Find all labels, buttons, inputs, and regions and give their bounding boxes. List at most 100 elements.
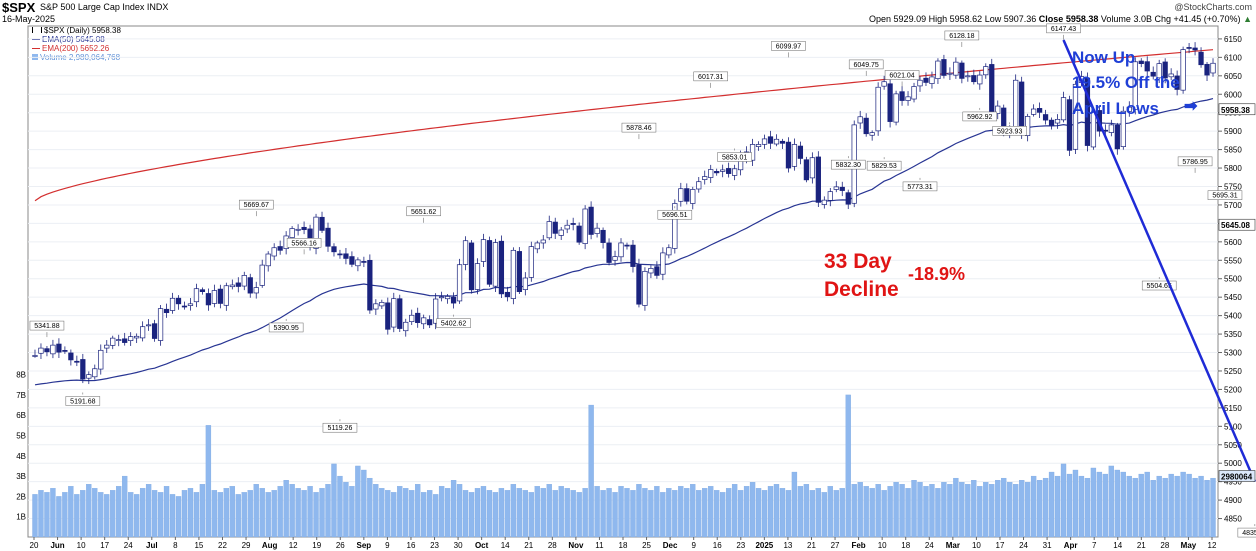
candle-body [516,251,522,292]
candle-body [648,268,654,274]
price-label: 5786.95 [1182,159,1207,166]
volume-bar [349,486,355,538]
candle-body [134,335,140,339]
candle-body [319,216,325,231]
price-tick-label: 5600 [1224,238,1242,247]
candle-body [361,261,367,263]
candle-body [50,344,56,355]
volume-bar [552,490,558,538]
candle-body [193,288,200,303]
price-tick-label: 6000 [1224,90,1242,99]
candle-body [409,314,415,322]
candle-body [959,62,965,79]
x-tick-label: 9 [691,541,696,550]
volume-bar [56,496,62,538]
price-tick-label: 5450 [1224,293,1242,302]
x-tick-label: 20 [30,541,39,550]
volume-bar [92,488,98,538]
symbol-title: $SPX [2,0,36,15]
candle-body [241,275,247,287]
volume-bar [851,484,857,538]
volume-bar [385,490,391,538]
volume-bar [86,484,92,538]
volume-bar [415,484,421,538]
candle-body [104,344,110,349]
volume-bar [965,484,971,538]
volume-bar [301,490,307,538]
candle-body [702,176,708,180]
ema200-line-icon [32,48,40,50]
volume-bar [737,490,744,538]
volume-bar [450,480,457,538]
volume-bar [731,484,738,538]
price-label-box [65,396,101,406]
candle-body [588,206,594,235]
candle-body [989,64,995,114]
volume-bar [989,484,995,538]
candle-body [271,247,277,257]
volume-bar [110,490,116,538]
candle-body [289,228,295,238]
x-tick-label: 31 [1043,541,1052,550]
volume-bar [672,490,678,538]
volume-bar [367,477,373,538]
x-tick-label: 30 [454,541,463,550]
price-tick-label: 5500 [1224,275,1242,284]
candle-body [110,337,116,346]
candle-body [1186,47,1192,49]
volume-bar [702,488,708,538]
price-label: 6017.31 [698,74,723,81]
volume-bar [235,494,241,538]
x-tick-label: 11 [595,541,604,550]
chg-label: Chg [1154,14,1171,24]
price-label-box [1046,23,1081,34]
candle-body [815,156,821,203]
price-tick-label: 4850 [1224,515,1242,524]
candle-body [456,264,463,302]
candle-body [582,208,588,244]
price-tick-label: 6050 [1224,72,1242,81]
x-tick-label: Feb [851,541,865,550]
volume-label: Volume [1100,14,1131,24]
x-tick-label: 12 [289,541,298,550]
volume-bar [995,480,1001,538]
volume-bar [714,490,720,538]
ohlc-readout: Open 5929.09 High 5958.62 Low 5907.36 Cl… [869,14,1252,24]
candle-body [630,244,636,267]
volume-bar [935,488,941,538]
volume-bar [785,490,792,538]
volume-bar [403,488,409,538]
volume-bar [594,486,600,538]
candle-body [953,61,959,76]
candle-body [935,60,941,80]
volume-bar [516,488,523,538]
candle-body [128,336,134,341]
volume-bar [588,404,594,538]
high-label: High [928,14,948,24]
candle-body [528,246,534,278]
candle-body [229,284,235,288]
candle-body [157,308,164,341]
price-label-box [1177,156,1213,167]
x-tick-label: 24 [124,541,133,550]
volume-bar [773,484,780,538]
candle-body [253,287,259,294]
candle-body [415,312,421,323]
volume-bar [1090,467,1097,538]
volume-bar [277,486,283,538]
candle-body [373,303,379,310]
candle-body [899,91,905,101]
volume-bar [205,425,212,538]
volume-bar [917,482,923,538]
volume-bar [654,486,660,538]
candle-body [1072,83,1079,150]
candle-body [1192,47,1198,51]
candle-body [1180,49,1186,91]
x-tick-label: Sep [357,541,372,550]
volume-bar [1036,480,1043,538]
candle-body [1084,77,1091,146]
volume-bar [510,484,517,538]
candle-body [56,343,62,353]
price-label-box [436,318,471,328]
volume-bar [839,488,845,538]
